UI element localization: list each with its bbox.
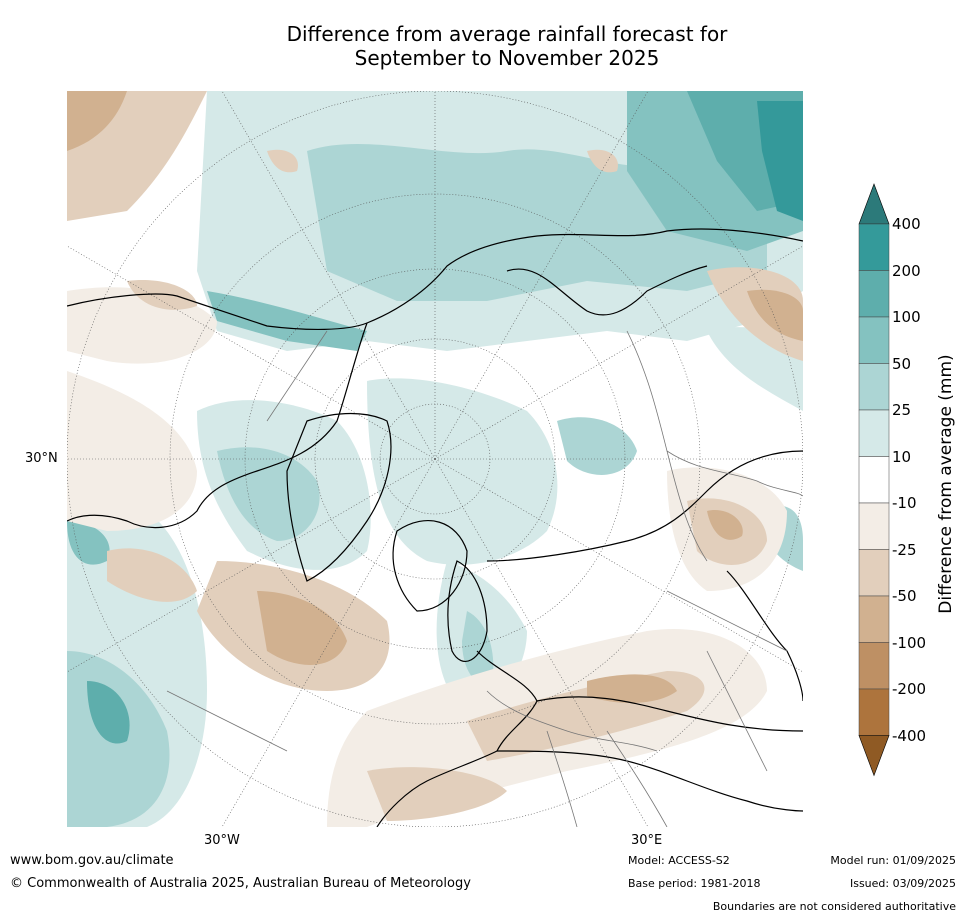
colorbar-segment xyxy=(858,409,890,457)
colorbar-segment xyxy=(858,595,890,643)
wet-anomaly-regions xyxy=(67,91,803,827)
colorbar-tick-label: -100 xyxy=(892,633,927,652)
colorbar-svg xyxy=(858,183,890,777)
model-name: Model: ACCESS-S2 xyxy=(628,854,730,867)
copyright-text: © Commonwealth of Australia 2025, Austra… xyxy=(10,876,471,891)
colorbar-segment xyxy=(858,316,890,364)
colorbar-tick-label: 200 xyxy=(892,261,921,280)
colorbar-tick-label: 100 xyxy=(892,308,921,326)
colorbar-tick-label: 10 xyxy=(892,447,912,466)
colorbar-tick-label: -400 xyxy=(892,726,927,745)
colorbar-segment xyxy=(858,688,890,736)
issued-date: Issued: 03/09/2025 xyxy=(849,877,956,890)
colorbar-segment xyxy=(858,642,890,690)
base-period: Base period: 1981-2018 xyxy=(628,877,761,890)
polar-map-svg xyxy=(67,91,803,827)
colorbar-tick-label: -25 xyxy=(892,540,917,559)
colorbar-segment xyxy=(858,223,890,271)
colorbar-segment xyxy=(858,363,890,411)
lat-label-30n: 30°N xyxy=(25,451,58,466)
colorbar-tick-label: -10 xyxy=(892,494,917,512)
map-title-line-2: September to November 2025 xyxy=(354,46,660,70)
polar-map xyxy=(67,91,803,827)
colorbar-tick-label: -50 xyxy=(892,587,917,605)
colorbar-segment xyxy=(858,456,890,504)
graticule xyxy=(67,91,803,827)
colorbar-segment xyxy=(858,502,890,550)
boundaries-disclaimer: Boundaries are not considered authoritat… xyxy=(712,900,956,913)
map-title-line-1: Difference from average rainfall forecas… xyxy=(286,22,728,46)
model-run-date: Model run: 01/09/2025 xyxy=(830,854,956,867)
map-title: Difference from average rainfall forecas… xyxy=(0,22,965,70)
lon-label-30w: 30°W xyxy=(204,833,240,848)
colorbar-title: Difference from average (mm) xyxy=(936,354,956,614)
colorbar-extend-top xyxy=(858,183,890,225)
colorbar-tick-label: 25 xyxy=(892,401,912,419)
colorbar-tick-label: -200 xyxy=(892,680,927,698)
country-borders xyxy=(166,330,803,827)
colorbar-segment xyxy=(858,270,890,318)
colorbar-tick-label: 50 xyxy=(892,354,912,373)
website-link[interactable]: www.bom.gov.au/climate xyxy=(10,853,174,868)
coastlines xyxy=(67,228,803,827)
lon-label-30e: 30°E xyxy=(631,833,663,848)
colorbar xyxy=(856,180,892,788)
colorbar-tick-label: 400 xyxy=(892,215,921,233)
colorbar-segment xyxy=(858,549,890,597)
colorbar-extend-bottom xyxy=(858,735,890,777)
